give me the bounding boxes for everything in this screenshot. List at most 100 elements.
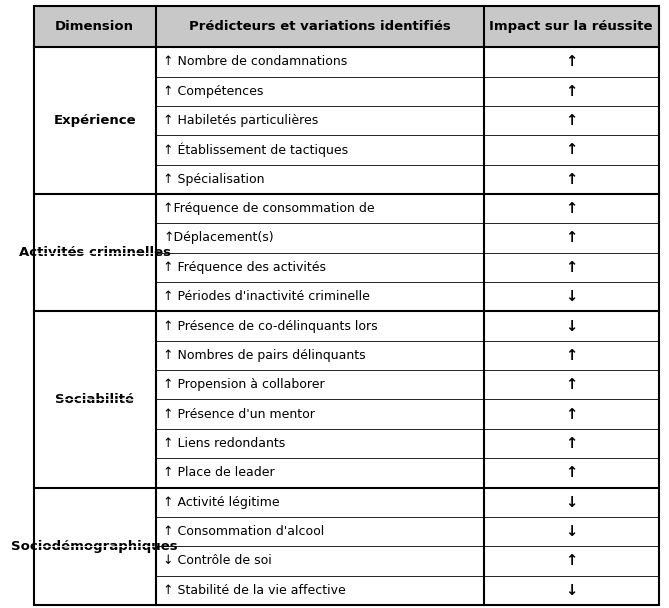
Text: ↑: ↑ — [565, 348, 577, 363]
Text: Dimension: Dimension — [56, 20, 134, 33]
Bar — [34, 546, 156, 576]
Bar — [34, 6, 156, 47]
Bar — [484, 340, 658, 370]
Text: ↑: ↑ — [565, 230, 577, 246]
Text: ↓: ↓ — [565, 289, 577, 304]
Bar — [484, 194, 658, 223]
Text: ↑ Périodes d'inactivité criminelle: ↑ Périodes d'inactivité criminelle — [163, 290, 370, 303]
Bar — [34, 311, 156, 340]
Text: ↑ Présence de co-délinquants lors: ↑ Présence de co-délinquants lors — [163, 320, 378, 333]
Text: ↑ Place de leader: ↑ Place de leader — [163, 466, 275, 479]
Bar — [34, 77, 156, 106]
Bar — [34, 429, 156, 458]
Text: ↑ Habiletés particulières: ↑ Habiletés particulières — [163, 114, 318, 127]
Bar — [34, 253, 156, 282]
Text: ↑: ↑ — [565, 378, 577, 392]
Text: ↑ Liens redondants: ↑ Liens redondants — [163, 437, 286, 450]
Text: ↑ Présence d'un mentor: ↑ Présence d'un mentor — [163, 407, 315, 421]
Bar — [34, 47, 156, 77]
Bar — [484, 546, 658, 576]
Bar — [484, 576, 658, 605]
Text: ↑ Nombres de pairs délinquants: ↑ Nombres de pairs délinquants — [163, 349, 366, 362]
Bar — [156, 135, 484, 165]
Bar — [484, 253, 658, 282]
Text: ↑ Spécialisation: ↑ Spécialisation — [163, 173, 265, 186]
Bar — [156, 106, 484, 135]
Bar — [156, 223, 484, 253]
Bar — [156, 311, 484, 340]
Bar — [156, 399, 484, 429]
Bar — [156, 340, 484, 370]
Text: Sociabilité: Sociabilité — [56, 393, 134, 406]
Text: ↓: ↓ — [565, 319, 577, 334]
Bar — [34, 223, 156, 253]
Bar — [484, 223, 658, 253]
Bar — [156, 77, 484, 106]
Text: Impact sur la réussite: Impact sur la réussite — [489, 20, 653, 33]
Bar — [34, 106, 156, 135]
Text: ↓: ↓ — [565, 524, 577, 539]
Bar — [484, 135, 658, 165]
Bar — [34, 399, 156, 429]
Text: ↑: ↑ — [565, 553, 577, 568]
Bar — [34, 517, 156, 546]
Bar — [34, 194, 156, 223]
Text: ↑: ↑ — [565, 142, 577, 157]
Bar — [34, 340, 156, 370]
Bar — [156, 517, 484, 546]
Bar — [484, 517, 658, 546]
Bar — [156, 165, 484, 194]
Bar — [156, 458, 484, 488]
Text: ↑ Activité légitime: ↑ Activité légitime — [163, 496, 280, 509]
Bar — [484, 429, 658, 458]
Bar — [484, 399, 658, 429]
Bar — [34, 488, 156, 517]
Text: ↑ Stabilité de la vie affective: ↑ Stabilité de la vie affective — [163, 584, 346, 597]
Text: Prédicteurs et variations identifiés: Prédicteurs et variations identifiés — [189, 20, 450, 33]
Text: ↑: ↑ — [565, 465, 577, 480]
Text: ↑: ↑ — [565, 54, 577, 69]
Text: ↑Fréquence de consommation de: ↑Fréquence de consommation de — [163, 202, 375, 215]
Bar — [156, 6, 484, 47]
Bar — [156, 488, 484, 517]
Text: ↑ Consommation d'alcool: ↑ Consommation d'alcool — [163, 525, 324, 538]
Text: ↓: ↓ — [565, 583, 577, 598]
Bar — [484, 77, 658, 106]
Text: ↑: ↑ — [565, 113, 577, 128]
Bar — [156, 576, 484, 605]
Bar — [484, 488, 658, 517]
Bar — [484, 165, 658, 194]
Text: ↑: ↑ — [565, 436, 577, 451]
Bar — [34, 282, 156, 311]
Bar — [484, 106, 658, 135]
Text: ↑ Nombre de condamnations: ↑ Nombre de condamnations — [163, 55, 347, 68]
Text: ↑ Compétences: ↑ Compétences — [163, 85, 264, 98]
Text: ↑: ↑ — [565, 260, 577, 275]
Text: ↓ Contrôle de soi: ↓ Contrôle de soi — [163, 554, 272, 567]
Bar — [34, 135, 156, 165]
Text: ↑: ↑ — [565, 407, 577, 421]
Bar — [484, 311, 658, 340]
Bar — [156, 370, 484, 399]
Text: ↑ Propension à collaborer: ↑ Propension à collaborer — [163, 378, 325, 392]
Text: ↑ Établissement de tactiques: ↑ Établissement de tactiques — [163, 143, 349, 157]
Text: ↑: ↑ — [565, 84, 577, 98]
Bar — [34, 458, 156, 488]
Bar — [156, 194, 484, 223]
Bar — [484, 458, 658, 488]
Bar — [34, 370, 156, 399]
Text: ↑ Fréquence des activités: ↑ Fréquence des activités — [163, 261, 326, 274]
Bar — [484, 6, 658, 47]
Bar — [156, 47, 484, 77]
Text: ↑Déplacement(s): ↑Déplacement(s) — [163, 232, 274, 244]
Bar — [484, 282, 658, 311]
Text: ↑: ↑ — [565, 172, 577, 187]
Text: ↓: ↓ — [565, 495, 577, 510]
Text: Expérience: Expérience — [54, 114, 136, 127]
Bar — [484, 370, 658, 399]
Text: ↑: ↑ — [565, 201, 577, 216]
Bar — [156, 429, 484, 458]
Text: Activités criminelles: Activités criminelles — [19, 246, 171, 259]
Text: Sociodémographiques: Sociodémographiques — [11, 540, 178, 553]
Bar — [156, 546, 484, 576]
